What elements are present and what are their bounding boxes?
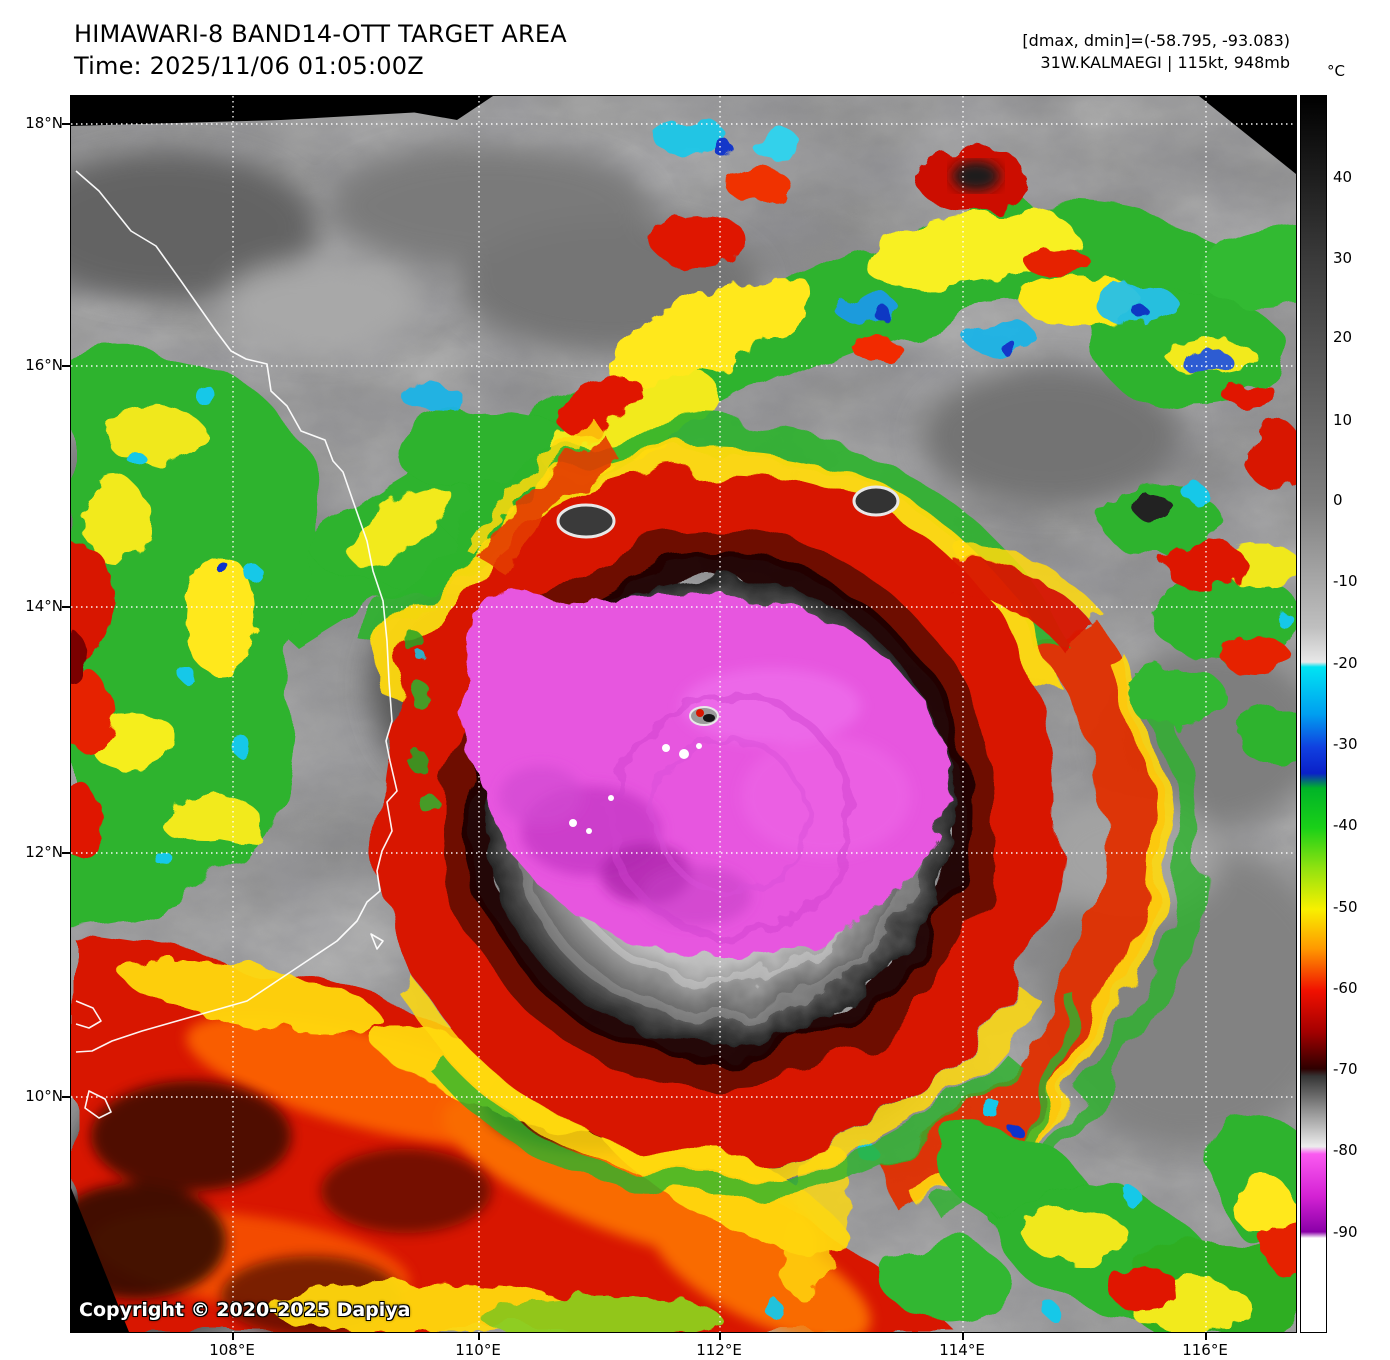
axis-tick [1205,1333,1207,1340]
colorbar-unit-label: °C [1327,62,1345,80]
axis-tick [478,1333,480,1340]
satellite-image [71,96,1296,1332]
typhoon-eye [689,706,719,726]
colorbar-tick-m10: -10 [1333,572,1358,590]
colorbar-tick-m20: -20 [1333,654,1358,672]
colorbar-tick-10: 10 [1333,411,1353,429]
axis-tick [62,365,70,367]
dmax-dmin-readout: [dmax, dmin]=(-58.795, -93.083) [1022,31,1290,50]
colorbar-tick-m60: -60 [1333,979,1358,997]
colorbar-tick-30: 30 [1333,249,1353,267]
copyright: Copyright © 2020-2025 Dapiya [79,1299,411,1321]
cold-overshoot-specks [569,743,702,834]
lat-label-10n: 10°N [25,1087,63,1105]
header-stats: [dmax, dmin]=(-58.795, -93.083) 31W.KALM… [1022,30,1290,74]
coastline [75,170,398,1119]
axis-tick [962,1333,964,1340]
west-ring-flecks [401,633,440,812]
warm-spots [556,485,900,539]
graticule [71,96,1296,1332]
lon-label-116e: 116°E [1182,1341,1228,1359]
axis-tick [62,123,70,125]
colorbar-tick-0: 0 [1333,491,1343,509]
southeast-cluster [884,1098,1296,1332]
page-title: HIMAWARI-8 BAND14-OTT TARGET AREA [74,20,567,48]
no-data-corners [71,96,1296,1332]
axis-tick [62,1096,70,1098]
axis-tick [232,1333,234,1340]
lon-label-108e: 108°E [209,1341,255,1359]
lon-label-112e: 112°E [696,1341,742,1359]
lat-label-18n: 18°N [25,114,63,132]
colorbar-tick-m40: -40 [1333,816,1358,834]
storm-info-readout: 31W.KALMAEGI | 115kt, 948mb [1040,53,1290,72]
colorbar-tick-m30: -30 [1333,735,1358,753]
lat-label-16n: 16°N [25,356,63,374]
axis-tick [62,852,70,854]
east-scatter [1101,483,1296,764]
axis-tick [719,1333,721,1340]
lon-label-114e: 114°E [939,1341,985,1359]
colorbar-tick-40: 40 [1333,168,1353,186]
colorbar-gradient [1300,95,1327,1333]
typhoon [366,420,1102,1200]
timestamp: Time: 2025/11/06 01:05:00Z [74,52,424,80]
colorbar-tick-m90: -90 [1333,1223,1358,1241]
map-frame: Copyright © 2020-2025 Dapiya [70,95,1297,1333]
lat-label-12n: 12°N [25,843,63,861]
colorbar-tick-20: 20 [1333,328,1353,346]
colorbar-tick-m70: -70 [1333,1060,1358,1078]
colorbar-tick-m50: -50 [1333,898,1358,916]
west-band [71,351,316,928]
lon-label-110e: 110°E [455,1341,501,1359]
colorbar-tick-m80: -80 [1333,1141,1358,1159]
axis-tick [62,606,70,608]
lat-label-14n: 14°N [25,597,63,615]
